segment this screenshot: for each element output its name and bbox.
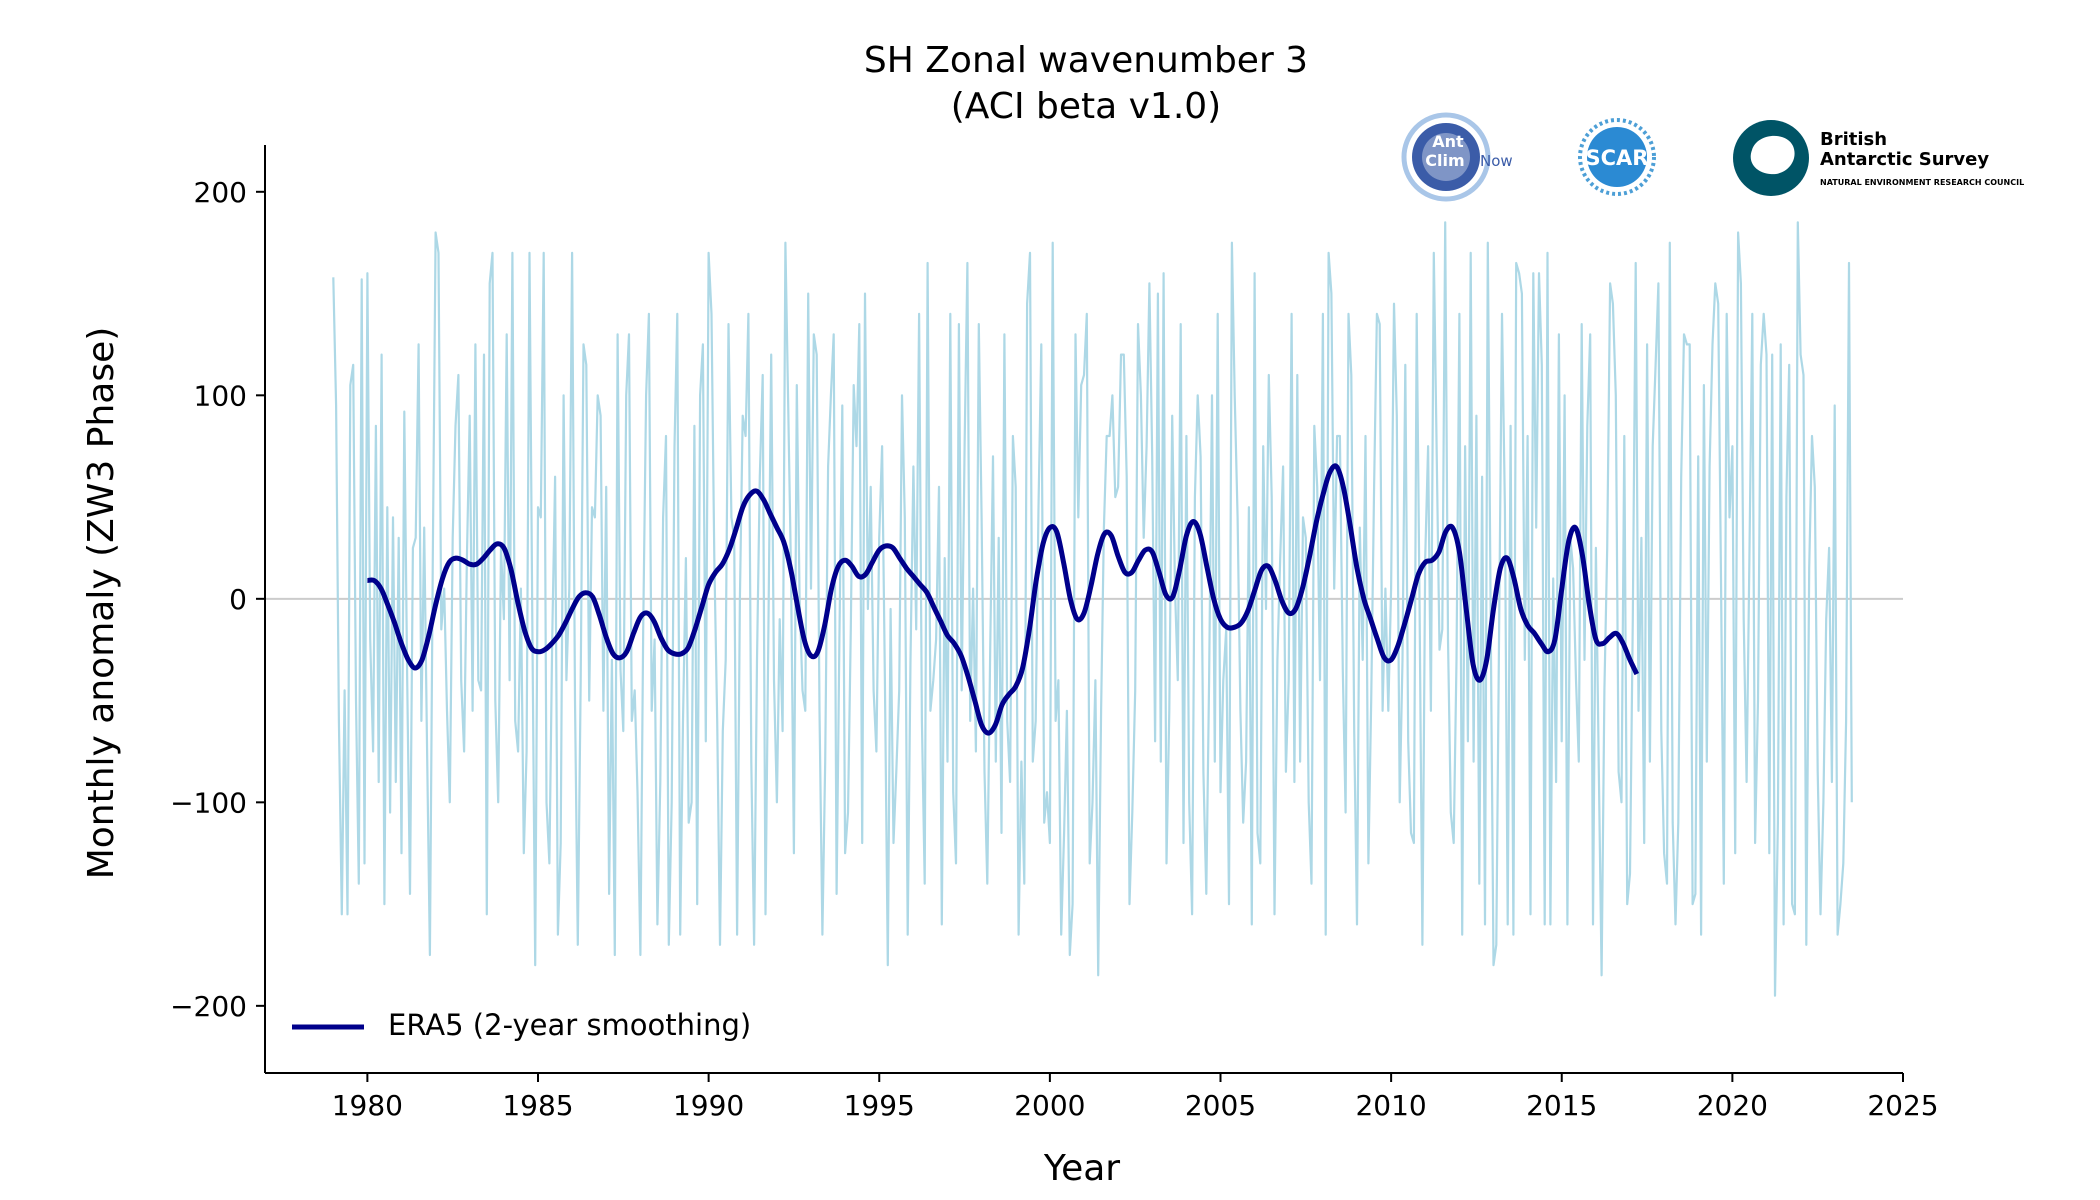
x-tick-label: 2010 bbox=[1355, 1089, 1426, 1122]
chart-subtitle: (ACI beta v1.0) bbox=[951, 86, 1221, 127]
antclimnow-logo-line2: Clim bbox=[1425, 151, 1464, 170]
x-tick-label: 1985 bbox=[502, 1089, 573, 1122]
y-tick-label: 100 bbox=[194, 379, 247, 412]
x-ticks: 1980 1985 1990 1995 2000 2005 2010 2015 2020 2025 bbox=[332, 1073, 1939, 1122]
legend-label: ERA5 (2-year smoothing) bbox=[388, 1008, 751, 1042]
y-tick-label: −200 bbox=[170, 990, 247, 1023]
scar-logo-label: SCAR bbox=[1586, 146, 1649, 170]
legend: ERA5 (2-year smoothing) bbox=[292, 1008, 751, 1042]
bas-logo-line3: NATURAL ENVIRONMENT RESEARCH COUNCIL bbox=[1820, 178, 2024, 187]
bas-logo-line2: Antarctic Survey bbox=[1820, 149, 1989, 170]
x-tick-label: 2025 bbox=[1867, 1089, 1938, 1122]
x-tick-label: 1995 bbox=[844, 1089, 915, 1122]
bas-logo-line1: British bbox=[1820, 129, 1887, 150]
antclimnow-logo-line1: Ant bbox=[1432, 132, 1464, 151]
x-tick-label: 2020 bbox=[1697, 1089, 1768, 1122]
y-tick-label: 200 bbox=[194, 176, 247, 209]
x-tick-label: 1990 bbox=[673, 1089, 744, 1122]
antclimnow-logo: Ant Clim Now bbox=[1401, 112, 1513, 202]
smoothed-series bbox=[367, 463, 1640, 736]
x-tick-label: 2005 bbox=[1185, 1089, 1256, 1122]
scar-logo: SCAR bbox=[1578, 118, 1656, 196]
x-tick-label: 2000 bbox=[1014, 1089, 1085, 1122]
monthly-series-line bbox=[332, 221, 1853, 997]
y-tick-label: 0 bbox=[229, 583, 247, 616]
monthly-series bbox=[332, 221, 1853, 997]
x-tick-label: 1980 bbox=[332, 1089, 403, 1122]
smoothed-series-line bbox=[367, 463, 1640, 736]
x-tick-label: 2015 bbox=[1526, 1089, 1597, 1122]
antclimnow-logo-suffix: Now bbox=[1480, 152, 1513, 170]
y-ticks: −200 −100 0 100 200 bbox=[170, 176, 265, 1023]
chart-title: SH Zonal wavenumber 3 bbox=[864, 40, 1308, 81]
x-axis-title: Year bbox=[1043, 1148, 1120, 1189]
y-axis-title: Monthly anomaly (ZW3 Phase) bbox=[81, 327, 122, 880]
y-tick-label: −100 bbox=[170, 786, 247, 819]
bas-logo: British Antarctic Survey NATURAL ENVIRON… bbox=[1733, 120, 2024, 196]
